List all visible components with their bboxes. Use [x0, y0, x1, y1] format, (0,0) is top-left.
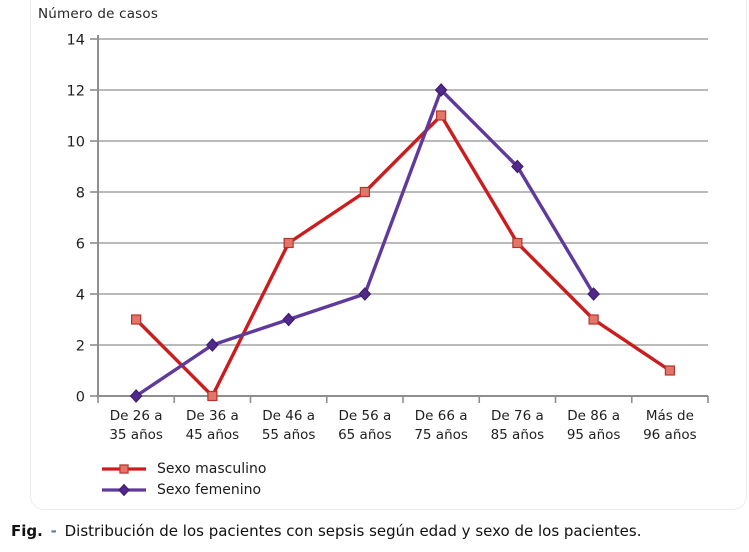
data-point	[118, 483, 130, 496]
data-point	[359, 186, 370, 198]
x-category-label: De 36 a 45 años	[186, 408, 240, 443]
data-point	[587, 287, 600, 301]
data-point	[283, 237, 294, 249]
data-point	[129, 389, 143, 403]
data-point	[588, 314, 599, 325]
data-point	[511, 159, 524, 174]
data-point	[282, 312, 295, 327]
y-tick-label: 14	[67, 33, 85, 49]
caption-prefix: Fig.	[11, 522, 43, 540]
legend-label: Sexo femenino	[157, 481, 262, 498]
data-point	[512, 237, 523, 249]
x-category-label: De 76 a 85 años	[491, 408, 545, 443]
data-point	[131, 314, 142, 325]
chart-legend: Sexo masculino Sexo femenino	[101, 458, 266, 500]
y-tick-label: 4	[76, 288, 85, 304]
y-tick-label: 12	[67, 84, 85, 100]
data-point	[119, 463, 129, 474]
y-tick-label: 0	[76, 390, 85, 406]
figure-caption: Fig. - Distribución de los pacientes con…	[11, 522, 747, 540]
series-line	[134, 113, 672, 398]
data-point	[664, 365, 675, 376]
caption-text: Distribución de los pacientes con sepsis…	[64, 522, 642, 540]
caption-dash: -	[50, 522, 57, 540]
chart-title: Número de casos	[38, 6, 159, 22]
x-category-label: De 66 a 75 años	[414, 408, 468, 443]
x-category-label: De 46 a 55 años	[262, 408, 316, 443]
legend-item-masculino: Sexo masculino	[101, 458, 266, 479]
y-tick-label: 6	[76, 237, 85, 253]
x-category-label: De 26 a 35 años	[109, 408, 163, 443]
x-category-label: De 86 a 95 años	[567, 408, 621, 443]
data-point	[207, 390, 218, 402]
data-point	[206, 338, 219, 352]
x-category-label: De 56 a 65 años	[338, 408, 392, 443]
y-tick-label: 2	[76, 339, 85, 355]
data-point	[434, 83, 448, 97]
legend-line-diamond-icon	[102, 483, 146, 496]
data-point	[358, 287, 372, 301]
legend-label: Sexo masculino	[157, 460, 267, 477]
legend-line-square-icon	[102, 463, 146, 474]
y-tick-label: 10	[67, 135, 85, 151]
x-category-label: Más de 96 años	[643, 408, 697, 443]
y-tick-label: 8	[76, 186, 85, 202]
legend-item-femenino: Sexo femenino	[101, 479, 266, 500]
data-point	[436, 110, 447, 121]
